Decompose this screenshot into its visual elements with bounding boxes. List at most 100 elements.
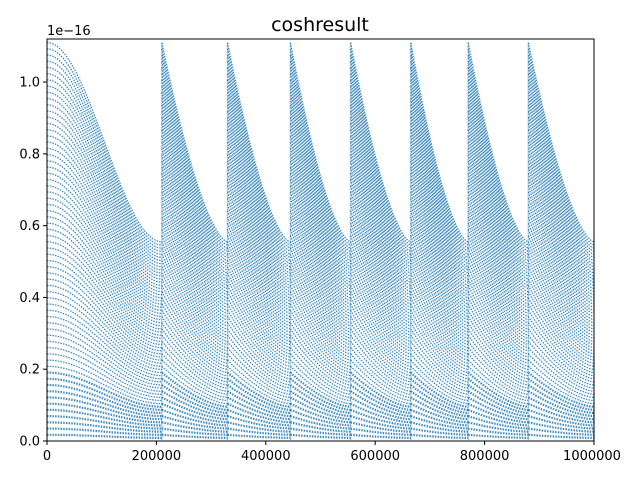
scatter-curve: [161, 291, 228, 367]
scatter-curve: [350, 291, 411, 367]
scatter-curve: [161, 104, 228, 274]
y-tick-label: 1.0: [19, 76, 40, 91]
scatter-curve: [410, 61, 469, 252]
scatter-curve: [349, 54, 411, 249]
scatter-curve: [161, 278, 228, 361]
scatter-curve: [47, 104, 162, 274]
scatter-curve: [47, 203, 162, 324]
scatter-curve: [161, 48, 228, 246]
scatter-curve: [527, 272, 594, 358]
scatter-curve: [161, 142, 228, 293]
scatter-curve: [410, 377, 469, 411]
scatter-curve: [528, 421, 594, 433]
scatter-curve: [527, 285, 594, 364]
scatter-curve: [527, 322, 594, 383]
y-tick-label: 0.0: [19, 435, 40, 450]
scatter-curve: [226, 309, 291, 377]
scatter-curve: [161, 316, 228, 380]
scatter-curve: [47, 116, 162, 280]
scatter-curve: [349, 247, 411, 346]
scatter-curve: [289, 396, 351, 421]
scatter-curve: [47, 97, 162, 271]
scatter-curve: [410, 235, 469, 339]
scatter-curve: [410, 266, 469, 355]
scatter-curve: [161, 204, 228, 324]
scatter-curve: [47, 172, 162, 308]
scatter-curve: [527, 210, 594, 327]
scatter-curve: [161, 415, 228, 430]
scatter-curve: [227, 359, 291, 402]
scatter-curve: [410, 303, 469, 374]
scatter-curve: [467, 129, 529, 287]
scatter-curve: [410, 309, 469, 377]
scatter-curve: [289, 328, 351, 386]
scatter-curve: [410, 384, 469, 415]
scatter-curve: [161, 67, 228, 255]
scatter-curve: [527, 402, 594, 424]
scatter-curve: [47, 322, 162, 383]
scatter-curve: [350, 285, 411, 364]
scatter-curve: [289, 160, 351, 302]
scatter-curve: [467, 191, 529, 318]
scatter-curve: [47, 309, 162, 377]
x-tick-label: 800000: [460, 449, 510, 464]
scatter-curve: [47, 153, 162, 299]
scatter-curve: [349, 210, 411, 327]
scatter-curve: [467, 402, 529, 424]
scatter-curve: [349, 160, 411, 302]
scatter-curve: [410, 148, 469, 296]
scatter-curve: [350, 266, 411, 355]
scatter-curve: [410, 173, 469, 308]
scatter-curve: [410, 241, 469, 343]
scatter-curve: [467, 334, 529, 389]
scatter-curve: [226, 142, 291, 293]
scatter-curve: [527, 309, 594, 377]
scatter-curve: [527, 359, 594, 402]
scatter-curve: [227, 347, 291, 395]
scatter-curve: [349, 154, 411, 299]
scatter-curve: [410, 179, 469, 311]
scatter-curve: [349, 235, 411, 339]
scatter-curve: [47, 390, 162, 418]
scatter-curve: [410, 185, 469, 315]
scatter-curve: [47, 178, 162, 311]
scatter-curve: [410, 160, 469, 302]
scatter-curve: [161, 185, 228, 315]
scatter-curve: [47, 290, 162, 367]
scatter-curve: [47, 166, 162, 305]
scatter-curve: [289, 135, 351, 290]
scatter-curve: [289, 204, 351, 324]
scatter-curve: [226, 396, 291, 421]
scatter-curve: [161, 365, 228, 405]
chart-title: coshresult: [271, 14, 369, 36]
scatter-curve: [226, 266, 291, 355]
scatter-curve: [350, 402, 411, 424]
scatter-curve: [161, 260, 228, 352]
scatter-curve: [527, 173, 594, 308]
scatter-curve: [527, 334, 594, 389]
scatter-curve: [410, 365, 469, 405]
scatter-curve: [47, 272, 162, 358]
scatter-curve: [290, 433, 351, 439]
scatter-curve: [290, 415, 351, 430]
scatter-curve: [349, 222, 411, 333]
scatter-curve: [161, 135, 228, 290]
scatter-curve: [349, 142, 411, 293]
scatter-curve: [161, 117, 228, 280]
scatter-curve: [47, 421, 162, 433]
scatter-curve: [350, 260, 411, 352]
scatter-curve: [227, 408, 291, 427]
scatter-curve: [467, 272, 529, 358]
scatter-segment: [226, 42, 291, 441]
scatter-curve: [161, 216, 228, 330]
scatter-curve: [161, 235, 228, 339]
scatter-curve: [528, 415, 594, 430]
y-tick-label: 0.4: [19, 291, 40, 306]
scatter-curve: [350, 309, 411, 377]
scatter-curve: [289, 384, 351, 415]
scatter-curve: [161, 377, 228, 411]
scatter-curve: [289, 216, 351, 330]
scatter-curve: [527, 316, 594, 380]
scatter-curve: [161, 86, 228, 265]
scatter-curve: [410, 285, 469, 364]
